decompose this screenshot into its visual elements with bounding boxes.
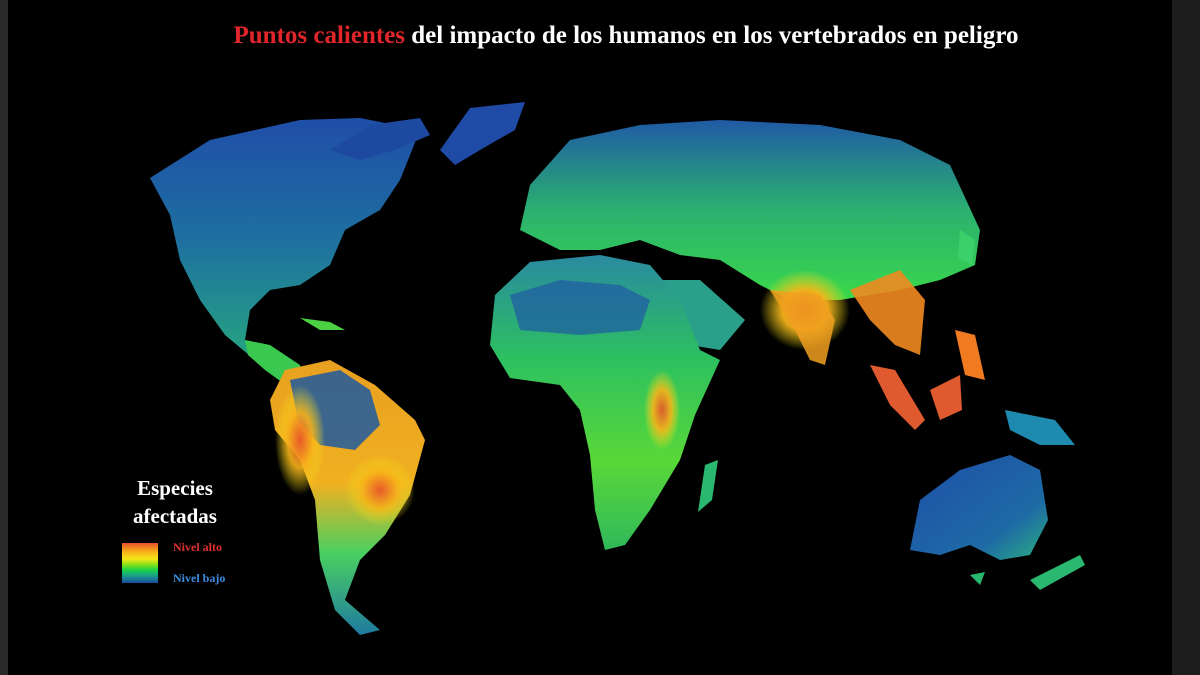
legend-color-scale	[122, 543, 158, 583]
region-madagascar	[698, 460, 718, 512]
legend-high-label: Nivel alto	[173, 540, 222, 554]
region-eurasia	[520, 120, 980, 300]
region-north-america	[150, 118, 420, 385]
region-greenland	[440, 102, 525, 165]
region-tasmania	[970, 572, 985, 585]
region-sumatra	[870, 365, 925, 430]
region-india	[770, 290, 835, 365]
title-rest: del impacto de los humanos en los verteb…	[405, 22, 1019, 49]
region-caribbean	[300, 318, 345, 330]
region-sahara	[510, 280, 650, 335]
region-borneo	[930, 375, 962, 420]
right-border	[1172, 0, 1200, 675]
region-australia	[910, 455, 1048, 560]
region-arctic-islands	[330, 118, 430, 160]
page-title: Puntos calientes del impacto de los huma…	[0, 22, 1200, 50]
region-hotspot-andes	[275, 385, 325, 495]
legend-title: Especies afectadas	[110, 474, 240, 530]
legend-title-line1: Especies	[137, 476, 213, 500]
legend-low-label: Nivel bajo	[173, 571, 226, 585]
left-border	[0, 0, 8, 675]
region-new-guinea	[1005, 410, 1075, 445]
region-hotspot-brazil-atlantic	[345, 455, 415, 525]
region-southeast-asia	[850, 270, 925, 355]
region-hotspot-east-africa	[644, 370, 680, 450]
title-highlight: Puntos calientes	[233, 22, 406, 49]
legend-title-line2: afectadas	[133, 504, 217, 528]
region-new-zealand	[1030, 555, 1085, 590]
region-japan	[958, 230, 975, 265]
region-philippines	[955, 330, 985, 380]
